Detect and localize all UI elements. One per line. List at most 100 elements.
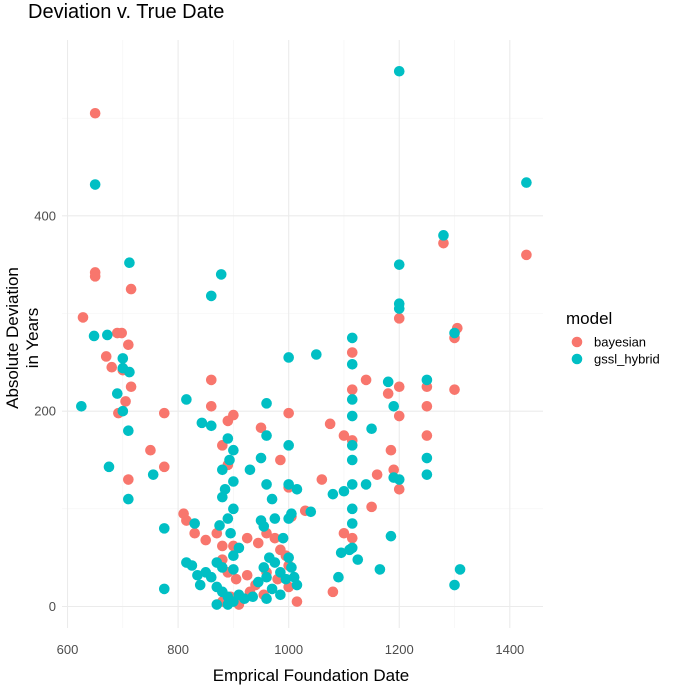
data-point — [241, 532, 253, 544]
data-point — [327, 488, 339, 500]
data-point — [219, 484, 231, 495]
y-axis-title-line-2: in Years — [23, 308, 42, 369]
data-point — [371, 469, 383, 480]
data-point — [261, 593, 272, 604]
legend-label: gssl_hybrid — [594, 352, 660, 367]
data-point — [454, 564, 466, 575]
data-point — [258, 521, 270, 532]
data-point — [352, 554, 364, 565]
x-tick-label: 1400 — [495, 642, 524, 657]
data-point — [215, 269, 227, 280]
data-point — [346, 503, 358, 515]
data-point — [233, 542, 245, 554]
y-tick-label: 0 — [49, 599, 56, 614]
data-point — [123, 425, 134, 436]
data-point — [123, 339, 134, 351]
data-point — [283, 479, 294, 490]
data-point — [125, 283, 137, 295]
data-point — [228, 409, 239, 421]
data-point — [225, 527, 236, 539]
data-point — [388, 464, 400, 476]
data-point — [291, 579, 303, 591]
data-point — [89, 107, 101, 119]
y-axis-title-line-1: Absolute Deviation — [3, 267, 22, 409]
y-tick-label: 400 — [34, 208, 56, 223]
data-point — [145, 444, 156, 456]
data-point — [346, 440, 358, 451]
data-point — [283, 552, 294, 563]
data-point — [196, 417, 208, 429]
data-point — [449, 579, 460, 591]
data-point — [382, 388, 394, 399]
data-point — [346, 518, 358, 529]
data-point — [385, 530, 397, 542]
data-point — [335, 547, 347, 559]
legend: model bayesian gssl_hybrid — [566, 309, 660, 367]
data-point — [77, 312, 89, 323]
data-point — [393, 259, 405, 270]
data-point — [117, 405, 129, 417]
data-point — [252, 576, 264, 588]
data-point — [393, 484, 405, 495]
data-point — [346, 394, 358, 405]
data-point — [421, 374, 433, 386]
data-point — [338, 430, 350, 441]
data-point — [338, 485, 350, 497]
data-point — [230, 573, 242, 585]
data-point — [88, 330, 100, 342]
data-point — [147, 469, 159, 480]
data-point — [360, 374, 372, 386]
data-point — [346, 479, 358, 490]
data-point — [217, 562, 228, 573]
data-point — [222, 513, 234, 524]
data-point — [421, 400, 433, 412]
data-point — [283, 440, 294, 451]
data-point — [261, 479, 272, 490]
data-point — [393, 65, 405, 77]
data-point — [449, 384, 460, 395]
data-point — [214, 520, 225, 531]
data-point — [200, 534, 212, 546]
data-point — [286, 508, 297, 520]
data-point — [291, 596, 303, 607]
data-point — [366, 501, 377, 513]
data-point — [228, 503, 239, 515]
data-point — [123, 474, 134, 485]
data-point — [117, 353, 129, 364]
data-point — [283, 407, 294, 419]
data-point — [252, 537, 264, 549]
data-point — [211, 599, 223, 610]
data-point — [385, 444, 397, 456]
data-point — [205, 571, 217, 583]
data-point — [286, 562, 297, 573]
data-point — [158, 407, 170, 419]
data-point — [228, 564, 239, 575]
data-point — [228, 444, 239, 456]
data-point — [393, 303, 405, 314]
data-point — [382, 376, 394, 388]
data-point — [241, 569, 253, 581]
data-point — [277, 532, 289, 544]
data-point — [205, 400, 217, 412]
data-point — [346, 347, 358, 358]
data-point — [158, 523, 170, 534]
x-tick-label: 1200 — [385, 642, 414, 657]
data-point — [346, 542, 358, 554]
data-point — [316, 474, 328, 485]
data-point — [123, 493, 134, 505]
data-point — [192, 569, 203, 581]
chart-title: Deviation v. True Date — [28, 1, 224, 23]
x-tick-label: 600 — [57, 642, 79, 657]
x-axis-title: Emprical Foundation Date — [213, 666, 410, 685]
data-point — [261, 398, 272, 409]
data-point — [116, 327, 128, 339]
data-point — [346, 332, 358, 344]
legend-label: bayesian — [594, 335, 646, 350]
data-point — [521, 177, 532, 188]
data-point — [217, 464, 228, 476]
y-axis-ticks: 0 200 400 — [34, 208, 56, 614]
data-point — [275, 454, 286, 466]
data-point — [181, 515, 192, 526]
data-point — [247, 591, 259, 603]
data-point — [189, 527, 200, 539]
